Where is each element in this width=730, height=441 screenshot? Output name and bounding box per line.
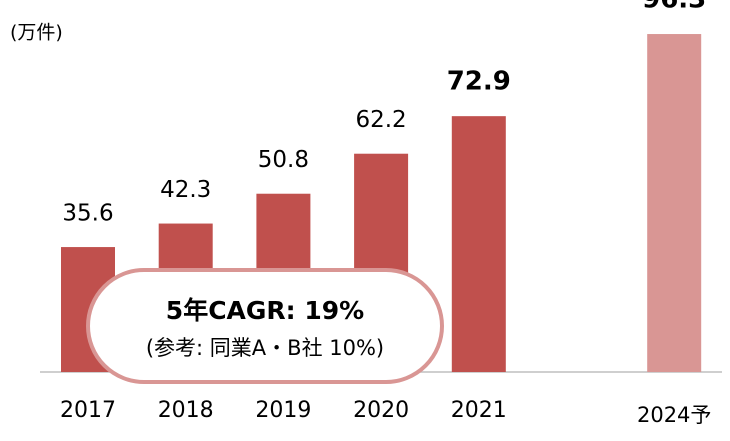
callout-box — [86, 268, 444, 384]
callout: 5年CAGR: 19% (参考: 同業A・B社 10%) — [86, 268, 444, 384]
x-tick-label: 2019 — [255, 398, 311, 423]
unit-label: (万件) — [10, 22, 63, 44]
value-label: 62.2 — [355, 107, 406, 133]
x-tick-label: 2021 — [451, 398, 507, 423]
x-tick-label: 2018 — [158, 398, 214, 423]
value-label: 50.8 — [258, 147, 309, 173]
value-label: 96.3 — [642, 0, 706, 15]
bar — [451, 116, 506, 372]
bar — [647, 34, 702, 373]
callout-title: 5年CAGR: 19% — [166, 296, 364, 325]
value-label: 72.9 — [447, 67, 511, 97]
x-tick-label: 2017 — [60, 398, 116, 423]
callout-note: (参考: 同業A・B社 10%) — [146, 336, 384, 360]
x-tick-label: 2024予 — [637, 403, 711, 427]
value-label: 35.6 — [62, 201, 113, 227]
value-label: 42.3 — [160, 177, 211, 203]
x-tick-label: 2020 — [353, 398, 409, 423]
